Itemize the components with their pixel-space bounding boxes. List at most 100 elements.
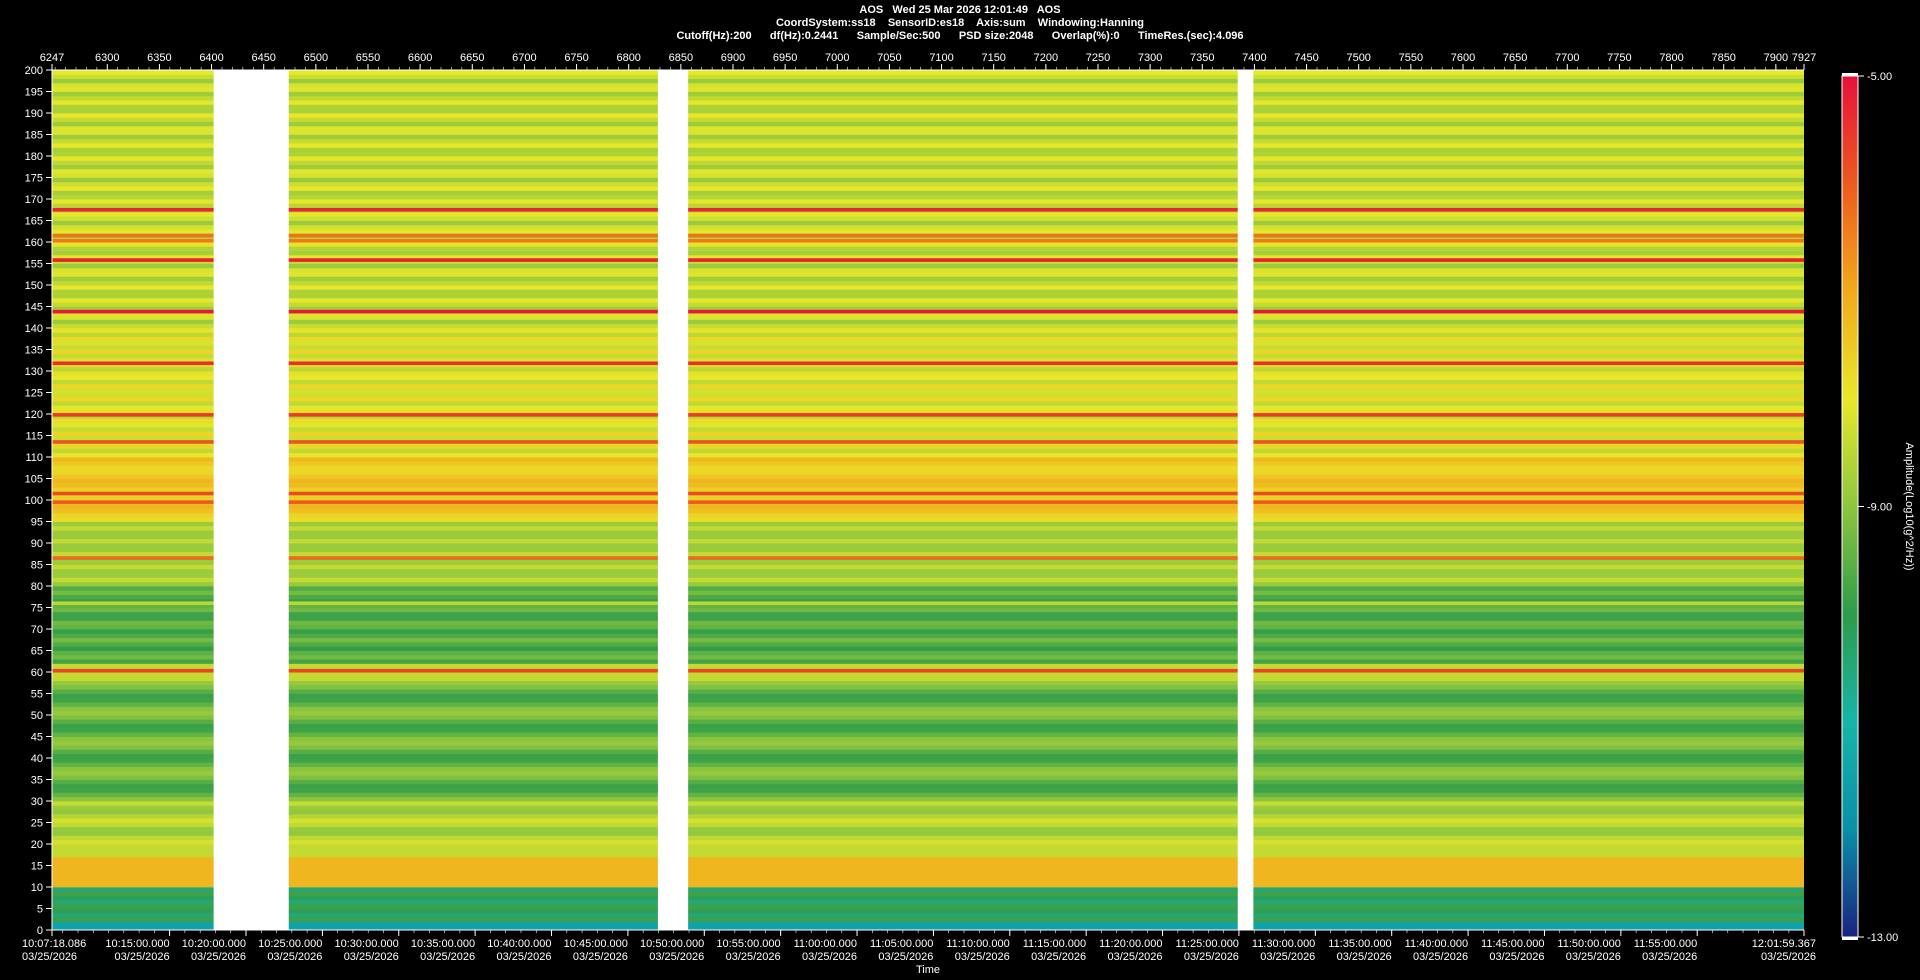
heatmap-band <box>52 143 1804 148</box>
top-axis-tick-label: 6247 <box>40 52 64 64</box>
heatmap-band <box>52 340 1804 346</box>
heatmap-band <box>52 758 1804 763</box>
x-axis-tick-label: 11:40:00.000 <box>1405 938 1468 950</box>
plot-area <box>52 70 1804 931</box>
heatmap-band <box>52 882 1804 888</box>
heatmap-band <box>52 611 1804 617</box>
top-axis-tick-label: 7700 <box>1555 52 1579 64</box>
x-axis-tick-date: 03/25/2026 <box>1107 951 1162 963</box>
heatmap-band <box>52 607 1804 613</box>
x-axis-tick-date: 03/25/2026 <box>1566 951 1621 963</box>
heatmap-band <box>52 263 1804 269</box>
heatmap-band <box>52 822 1804 828</box>
x-axis-tick-label: 10:15:00.000 <box>105 938 169 950</box>
heatmap-band <box>52 138 1804 144</box>
heatmap-band <box>52 663 1804 669</box>
top-axis-tick-label: 6850 <box>669 52 693 64</box>
x-axis-tick-date: 03/25/2026 <box>649 951 704 963</box>
heatmap-band <box>52 134 1804 140</box>
heatmap-band <box>52 392 1804 398</box>
spectral-line <box>52 491 1804 496</box>
heatmap-band <box>52 435 1804 441</box>
colorbar: -5.00 -9.00 -13.00 Amplitude(Log10(g^2/Hz)) <box>1841 71 1915 944</box>
heatmap-band <box>52 650 1804 656</box>
spectral-line <box>52 413 1804 417</box>
heatmap-band <box>52 147 1804 153</box>
heatmap-band <box>52 173 1804 178</box>
heatmap-band <box>52 91 1804 97</box>
x-axis-tick-date: 03/25/2026 <box>802 951 857 963</box>
heatmap-band <box>52 732 1804 737</box>
heatmap-band <box>52 156 1804 161</box>
data-gap <box>213 70 289 930</box>
x-axis-tick-label: 11:05:00.000 <box>870 938 933 950</box>
y-axis-tick-label: 160 <box>25 237 43 249</box>
heatmap-band <box>52 371 1804 376</box>
heatmap-band <box>52 891 1804 896</box>
heatmap-band <box>52 186 1804 191</box>
heatmap-band <box>52 684 1804 690</box>
spectral-line <box>52 500 1804 504</box>
heatmap-band <box>52 792 1804 798</box>
y-axis-tick-label: 190 <box>25 108 43 120</box>
x-axis-tick-date: 03/25/2026 <box>496 951 551 963</box>
heatmap-band <box>52 345 1804 350</box>
heatmap-band <box>52 633 1804 638</box>
heatmap-band <box>52 461 1804 466</box>
top-axis-tick-label: 7600 <box>1451 52 1475 64</box>
x-axis-tick-label: 11:45:00.000 <box>1481 938 1544 950</box>
y-axis-tick-label: 135 <box>25 345 43 357</box>
top-axis-tick-label: 6800 <box>616 52 640 64</box>
y-axis-tick-label: 140 <box>25 323 43 335</box>
heatmap-band <box>52 835 1804 841</box>
heatmap-band <box>52 508 1804 514</box>
y-axis-tick-label: 25 <box>31 818 43 830</box>
heatmap-band <box>52 448 1804 454</box>
heatmap-band <box>52 788 1804 793</box>
heatmap-band <box>52 280 1804 286</box>
colorbar-tick-label: -9.00 <box>1867 502 1892 514</box>
top-axis-tick-label: 6650 <box>460 52 484 64</box>
top-axis-tick-label: 7250 <box>1086 52 1110 64</box>
x-axis-tick-date: 03/25/2026 <box>344 951 399 963</box>
heatmap-band <box>52 912 1804 918</box>
heatmap-band <box>52 543 1804 548</box>
heatmap-band <box>52 689 1804 694</box>
heatmap-band <box>52 813 1804 819</box>
heatmap-band <box>52 783 1804 789</box>
heatmap-band <box>52 581 1804 587</box>
x-axis-tick-label: 11:15:00.000 <box>1023 938 1086 950</box>
header-sensor-info: CoordSystem:ss18 SensorID:es18 Axis:sum … <box>775 17 1145 29</box>
heatmap-band <box>52 224 1804 230</box>
spectral-line <box>52 556 1804 560</box>
heatmap-band <box>52 160 1804 165</box>
heatmap-band <box>52 306 1804 312</box>
heatmap-band <box>52 547 1804 552</box>
heatmap-band <box>52 285 1804 290</box>
heatmap-band <box>52 560 1804 565</box>
x-axis-tick-date: 03/25/2026 <box>267 951 322 963</box>
top-axis-tick-label: 6550 <box>356 52 380 64</box>
x-axis-tick-label: 10:35:00.000 <box>411 938 475 950</box>
heatmap-band <box>52 762 1804 767</box>
heatmap-band <box>52 297 1804 303</box>
heatmap-band <box>52 745 1804 750</box>
x-axis-tick-date: 03/25/2026 <box>955 951 1010 963</box>
heatmap-band <box>52 267 1804 273</box>
heatmap-band <box>52 775 1804 780</box>
heatmap-band <box>52 904 1804 909</box>
y-axis-tick-label: 165 <box>25 216 43 228</box>
heatmap-band <box>52 383 1804 389</box>
heatmap-band <box>52 328 1804 333</box>
heatmap-band <box>52 590 1804 595</box>
heatmap-band <box>52 95 1804 101</box>
heatmap-band <box>52 246 1804 251</box>
heatmap-band <box>52 375 1804 380</box>
x-axis-tick-date: 03/25/2026 <box>1031 951 1086 963</box>
heatmap-band <box>52 629 1804 634</box>
top-axis: 6247 6300 6350 6400 6450 6500 6550 6600 6650 6700… <box>40 52 1816 71</box>
x-axis-tick-label: 10:30:00.000 <box>335 938 399 950</box>
top-axis-tick-label: 7450 <box>1294 52 1318 64</box>
top-axis-tick-label: 7900 <box>1764 52 1788 64</box>
